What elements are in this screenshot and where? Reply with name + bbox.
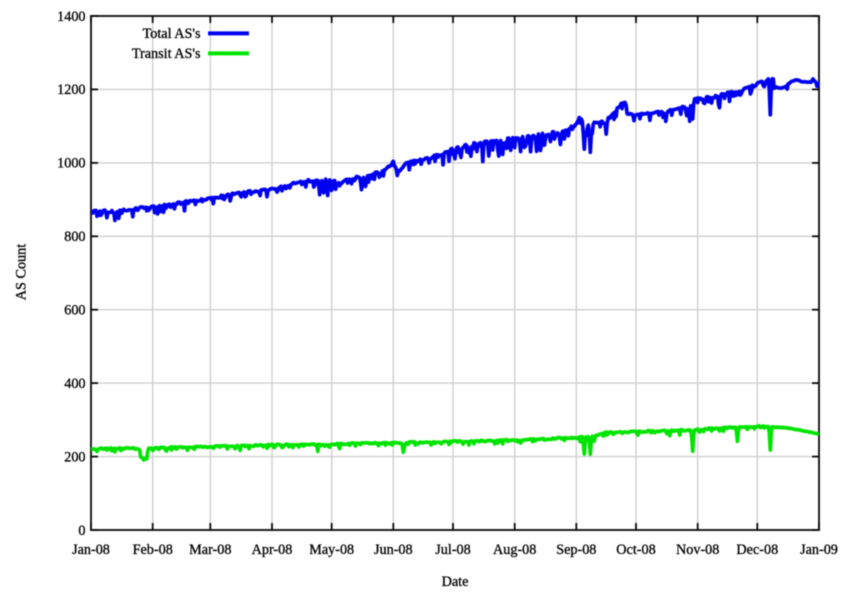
svg-text:Sep-08: Sep-08 — [556, 542, 596, 558]
svg-text:Transit AS's: Transit AS's — [132, 46, 201, 62]
svg-text:Jan-08: Jan-08 — [72, 542, 110, 558]
svg-text:800: 800 — [64, 229, 85, 245]
svg-text:Dec-08: Dec-08 — [736, 542, 778, 558]
svg-text:Oct-08: Oct-08 — [616, 542, 655, 558]
svg-text:Mar-08: Mar-08 — [189, 542, 231, 558]
svg-text:Date: Date — [442, 574, 469, 590]
svg-text:1000: 1000 — [57, 156, 85, 172]
svg-text:400: 400 — [64, 376, 85, 392]
svg-text:0: 0 — [78, 523, 85, 539]
svg-text:AS Count: AS Count — [14, 244, 30, 300]
svg-text:Feb-08: Feb-08 — [133, 542, 173, 558]
svg-text:Jan-09: Jan-09 — [800, 542, 838, 558]
svg-text:Apr-08: Apr-08 — [252, 542, 293, 558]
svg-text:Jul-08: Jul-08 — [435, 542, 470, 558]
svg-text:1200: 1200 — [57, 82, 85, 98]
svg-text:Nov-08: Nov-08 — [676, 542, 719, 558]
svg-text:May-08: May-08 — [309, 542, 354, 558]
svg-text:1400: 1400 — [57, 9, 85, 25]
svg-text:Jun-08: Jun-08 — [374, 542, 413, 558]
svg-text:Aug-08: Aug-08 — [493, 542, 536, 558]
svg-text:600: 600 — [64, 303, 85, 319]
svg-text:200: 200 — [64, 449, 85, 465]
svg-text:Total AS's: Total AS's — [143, 26, 201, 42]
